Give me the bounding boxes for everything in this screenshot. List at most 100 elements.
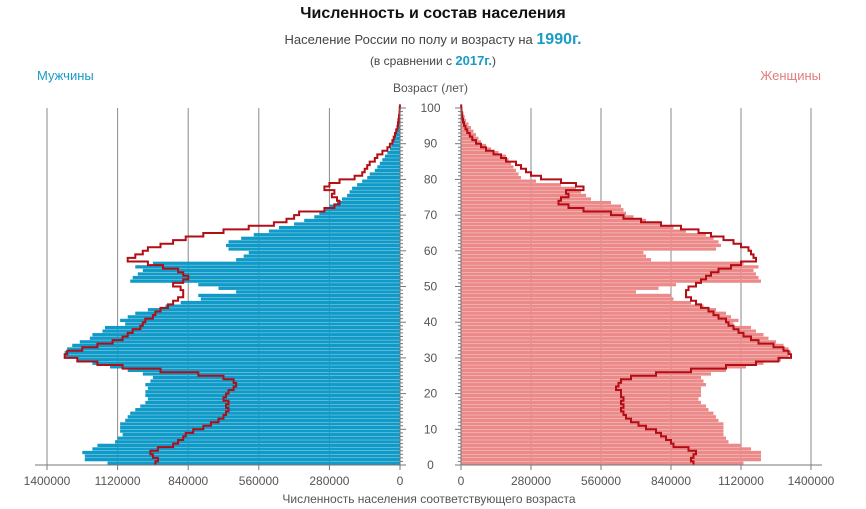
chart-subtitle: Население России по полу и возрасту на 1…	[0, 31, 866, 49]
bar-men	[137, 272, 400, 276]
bar-men	[142, 372, 401, 376]
bar-men	[394, 133, 400, 137]
bar-men	[115, 440, 400, 444]
y-tick-label: 50	[424, 280, 438, 294]
bar-women	[461, 440, 729, 444]
bar-women	[461, 161, 511, 165]
bar-men	[367, 175, 400, 180]
bar-women	[461, 422, 724, 426]
bar-women	[461, 361, 764, 365]
bar-men	[135, 311, 400, 315]
y-tick-label: 0	[427, 458, 434, 472]
bar-women	[461, 411, 714, 415]
bar-men	[130, 411, 400, 415]
bar-women	[461, 358, 781, 362]
chart-title: Численность и состав населения	[300, 5, 566, 22]
bar-women	[461, 400, 701, 405]
bar-men	[140, 404, 401, 408]
bar-women	[461, 222, 661, 226]
bar-men	[120, 425, 400, 430]
bar-women	[461, 436, 726, 440]
bar-women	[461, 208, 624, 212]
bar-women	[461, 236, 714, 240]
bar-women	[461, 147, 491, 151]
bar-women	[461, 350, 791, 355]
subtitle-text: Население России по полу и возрасту на	[284, 32, 533, 47]
bar-women	[461, 218, 646, 223]
bar-men	[362, 179, 400, 183]
bar-men	[107, 461, 400, 465]
x-tick-label-left: 1120000	[95, 474, 141, 488]
bar-women	[461, 247, 716, 251]
bar-men	[379, 161, 400, 165]
bar-women	[461, 343, 784, 348]
bar-men	[236, 290, 400, 294]
bar-men	[236, 258, 400, 262]
bar-women	[461, 186, 576, 190]
outline-women-2017	[460, 104, 792, 465]
bar-men	[142, 268, 401, 273]
bar-women	[461, 250, 644, 255]
bar-women	[461, 418, 719, 423]
bar-women	[461, 333, 764, 337]
bar-women	[461, 365, 746, 369]
bar-women	[461, 179, 536, 183]
bar-men	[64, 354, 401, 358]
bar-men	[198, 293, 400, 298]
bar-men	[389, 147, 400, 151]
bar-men	[84, 458, 401, 462]
bar-women	[461, 368, 726, 373]
bar-men	[349, 190, 400, 194]
x-tick-label-right: 560000	[581, 474, 621, 488]
bar-men	[135, 408, 400, 412]
y-tick-label: 80	[424, 172, 438, 186]
bar-women	[461, 175, 521, 180]
bar-men	[241, 236, 400, 240]
bar-men	[72, 343, 400, 348]
bar-women	[461, 340, 776, 344]
bar-women	[461, 383, 706, 387]
y-tick-label: 70	[424, 208, 438, 222]
bar-women	[461, 283, 676, 287]
bar-men	[130, 279, 400, 283]
y-tick-label: 40	[424, 315, 438, 329]
bar-men	[352, 186, 400, 190]
bar-men	[387, 150, 400, 155]
bar-men	[145, 393, 400, 398]
bar-women	[461, 190, 581, 194]
bar-men	[278, 225, 400, 230]
bar-men	[84, 454, 401, 458]
bar-women	[461, 443, 741, 447]
bar-women	[461, 158, 509, 162]
bar-men	[152, 375, 400, 380]
bar-women	[461, 425, 724, 430]
bar-men	[92, 447, 400, 451]
bar-men	[218, 286, 400, 290]
bar-women	[461, 454, 761, 458]
bar-women	[461, 450, 761, 455]
bar-women	[461, 325, 751, 330]
bar-men	[89, 336, 400, 340]
bar-men	[393, 136, 400, 140]
bar-women	[461, 347, 789, 351]
bar-women	[461, 229, 686, 233]
bar-men	[314, 215, 400, 219]
x-tick-label-left: 0	[397, 474, 404, 488]
bar-men	[145, 400, 400, 405]
bar-men	[145, 383, 400, 387]
bar-women	[461, 193, 586, 198]
y-axis-label: Возраст (лет)	[393, 81, 468, 95]
x-tick-label-left: 840000	[168, 474, 208, 488]
x-tick-label-left: 560000	[239, 474, 279, 488]
bar-women	[461, 304, 704, 308]
bar-men	[120, 422, 400, 426]
bar-women	[461, 393, 701, 398]
bar-women	[461, 290, 636, 294]
bar-men	[391, 143, 400, 148]
bar-men	[198, 283, 400, 287]
bar-men	[120, 429, 400, 433]
y-tick-label: 100	[420, 101, 440, 115]
bar-men	[147, 386, 400, 390]
bar-women	[461, 268, 754, 273]
